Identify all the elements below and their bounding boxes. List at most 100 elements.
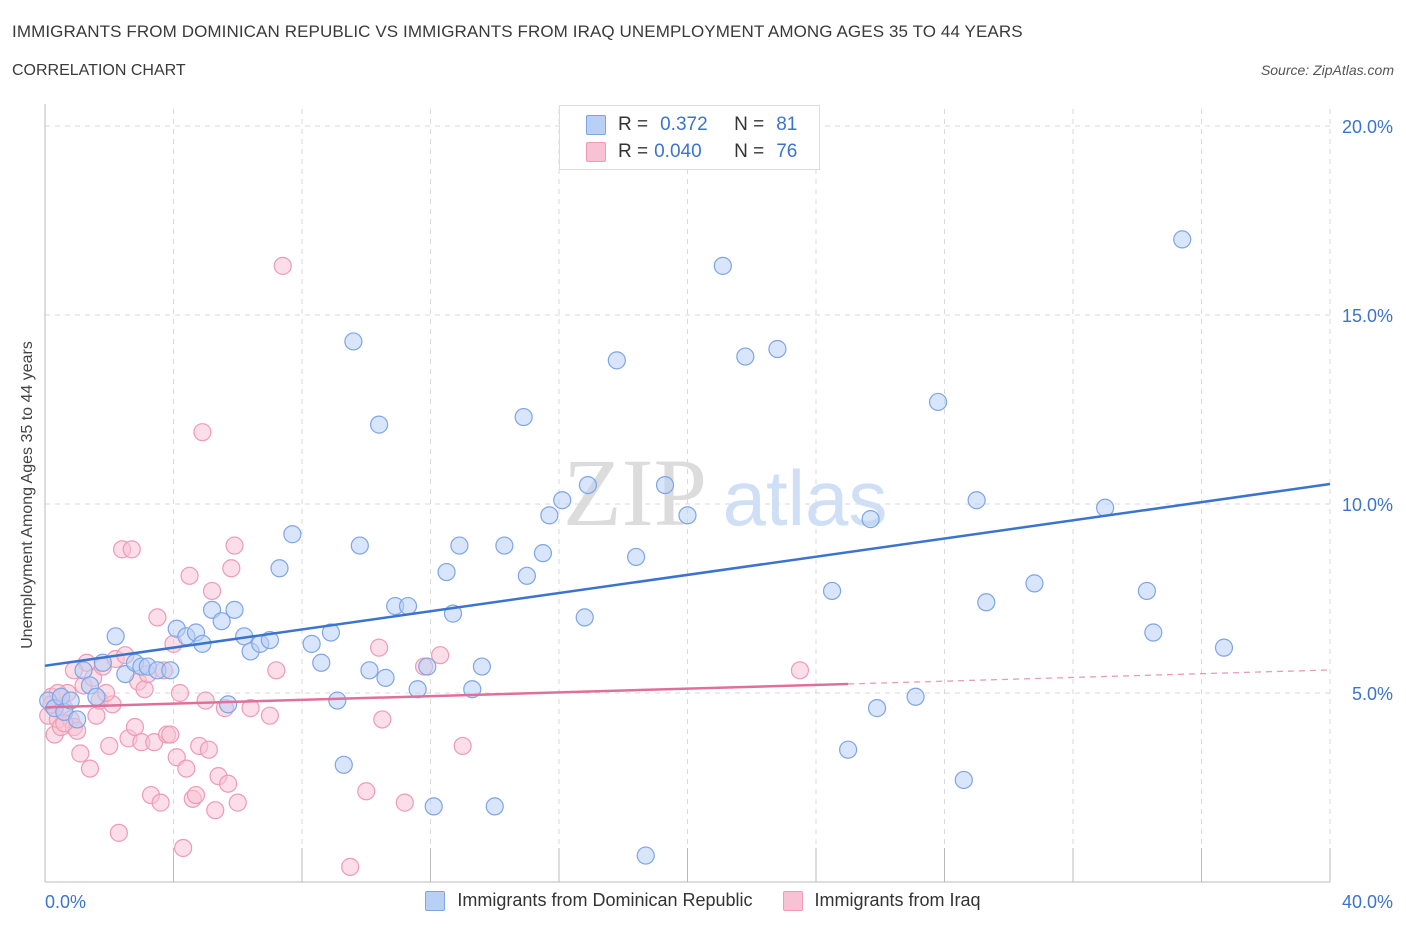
point-dominican: [636, 846, 655, 865]
legend-n-value: 76: [776, 141, 798, 162]
point-dominican: [106, 627, 125, 646]
point-dominican: [376, 668, 395, 687]
point-dominican: [463, 680, 482, 699]
watermark: ZIP atlas: [563, 439, 887, 546]
point-dominican: [225, 600, 244, 619]
point-dominican: [514, 407, 533, 427]
point-iraq: [222, 559, 241, 578]
point-dominican: [370, 415, 389, 434]
legend-row-iraq: R = 0.040 N = 76: [586, 141, 797, 163]
point-dominican: [161, 661, 180, 680]
point-iraq: [199, 740, 218, 759]
point-dominican: [967, 491, 986, 510]
point-dominican: [437, 562, 456, 582]
series-dominican-points: [39, 230, 1234, 865]
point-dominican: [533, 544, 553, 563]
point-dominican: [1214, 638, 1234, 657]
point-iraq: [241, 699, 260, 718]
point-dominican: [906, 687, 925, 706]
point-dominican: [68, 710, 87, 729]
point-dominican: [607, 351, 626, 370]
point-iraq: [135, 680, 154, 699]
watermark-atlas: atlas: [723, 454, 888, 542]
y-tick-label: 20.0%: [1342, 117, 1393, 137]
trend-lines: [44, 482, 1331, 709]
point-dominican: [350, 536, 369, 555]
point-dominican: [283, 525, 302, 544]
legend-n-value: 81: [776, 114, 798, 135]
legend-r-value: 0.040: [654, 141, 702, 162]
legend-r-label: R =: [618, 141, 649, 162]
point-dominican: [321, 623, 341, 642]
legend-row-dominican: R = 0.372 N = 81: [586, 114, 797, 136]
point-iraq: [186, 785, 206, 805]
legend-n-label: N =: [734, 114, 765, 135]
y-tick-label: 10.0%: [1342, 495, 1393, 515]
point-dominican: [861, 510, 880, 529]
point-dominican: [344, 332, 363, 351]
point-dominican: [212, 612, 231, 631]
point-iraq: [273, 256, 292, 275]
point-iraq: [148, 608, 167, 627]
point-dominican: [713, 256, 732, 275]
point-dominican: [398, 596, 418, 616]
point-iraq: [122, 540, 141, 559]
point-iraq: [177, 759, 196, 778]
point-dominican: [418, 657, 437, 676]
point-dominican: [328, 691, 347, 710]
point-iraq: [161, 725, 180, 744]
point-dominican: [736, 347, 755, 366]
axes: [44, 104, 1331, 883]
point-dominican: [1173, 230, 1192, 249]
legend-item-dominican: Immigrants from Dominican Republic: [425, 890, 753, 911]
point-dominican: [312, 653, 331, 672]
point-dominican: [485, 797, 504, 816]
point-iraq: [225, 536, 244, 555]
point-dominican: [822, 581, 842, 601]
point-dominican: [553, 491, 572, 510]
point-dominican: [472, 657, 491, 676]
point-dominican: [260, 630, 279, 650]
x-tick-label-max: 40.0%: [1342, 892, 1393, 912]
point-dominican: [768, 339, 787, 359]
point-dominican: [1025, 574, 1044, 593]
point-dominican: [74, 661, 93, 680]
series-legend: Immigrants from Dominican Republic Immig…: [0, 890, 1406, 911]
legend-swatch-dominican: [425, 890, 446, 911]
point-dominican: [626, 547, 646, 567]
tick-labels: 5.0% 10.0% 15.0% 20.0% 0.0% 40.0%: [45, 117, 1393, 912]
point-iraq: [395, 793, 414, 812]
point-iraq: [267, 661, 286, 680]
point-dominican: [495, 536, 514, 555]
legend-label-iraq: Immigrants from Iraq: [814, 890, 981, 910]
point-dominican: [655, 476, 675, 495]
legend-swatch-iraq: [586, 142, 606, 162]
y-tick-label: 5.0%: [1352, 684, 1393, 704]
point-dominican: [270, 559, 289, 578]
point-iraq: [193, 423, 212, 442]
point-iraq: [109, 823, 128, 842]
point-iraq: [87, 706, 106, 725]
point-iraq: [80, 759, 100, 778]
point-iraq: [228, 793, 247, 812]
legend-r-value: 0.372: [660, 114, 708, 135]
legend-label-dominican: Immigrants from Dominican Republic: [457, 890, 753, 910]
point-dominican: [334, 755, 353, 774]
legend-n-label: N =: [734, 141, 765, 162]
x-tick-label-min: 0.0%: [45, 892, 86, 912]
y-axis-label: Unemployment Among Ages 35 to 44 years: [19, 341, 36, 649]
point-iraq: [219, 774, 238, 793]
point-dominican: [450, 536, 469, 555]
point-dominican: [578, 476, 598, 495]
legend-item-iraq: Immigrants from Iraq: [782, 890, 981, 911]
legend-r-label: R =: [618, 114, 649, 135]
point-dominican: [517, 566, 536, 585]
legend-swatch-iraq: [782, 890, 803, 911]
y-tick-label: 15.0%: [1342, 306, 1393, 326]
point-iraq: [202, 581, 222, 601]
point-dominican: [867, 699, 887, 718]
point-iraq: [357, 782, 376, 801]
point-iraq: [100, 736, 119, 756]
point-dominican: [1144, 623, 1163, 642]
